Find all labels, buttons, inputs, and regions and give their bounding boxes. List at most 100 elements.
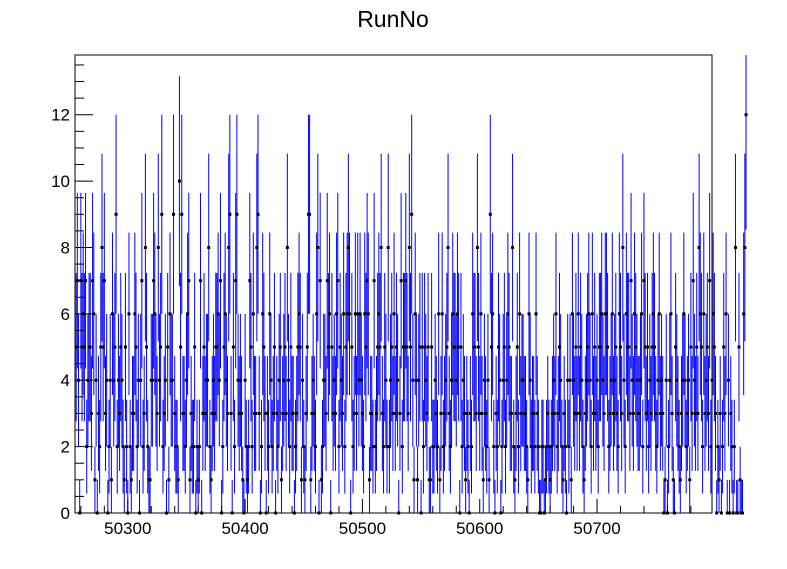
data-point (226, 411, 230, 415)
data-point (378, 345, 382, 349)
x-tick-label: 50300 (104, 519, 151, 538)
data-point (417, 378, 421, 382)
data-point (425, 411, 429, 415)
data-point (321, 445, 325, 449)
data-point (660, 378, 664, 382)
data-point (202, 345, 206, 349)
data-point (404, 279, 408, 283)
data-point (221, 445, 225, 449)
data-point (338, 345, 342, 349)
data-point (247, 445, 251, 449)
data-point (569, 478, 573, 482)
data-point (418, 345, 422, 349)
data-point (656, 378, 660, 382)
data-point (132, 411, 136, 415)
data-point (705, 345, 709, 349)
data-point (424, 378, 428, 382)
data-point (461, 378, 465, 382)
data-point (215, 345, 219, 349)
data-point (556, 411, 560, 415)
data-point (184, 378, 188, 382)
data-point (658, 411, 662, 415)
data-point (316, 245, 320, 249)
data-point (233, 445, 237, 449)
data-point (645, 345, 649, 349)
data-point (441, 445, 445, 449)
data-point (447, 411, 451, 415)
data-point (620, 411, 624, 415)
data-point (438, 478, 442, 482)
data-point (385, 445, 389, 449)
data-point (313, 445, 317, 449)
data-point (498, 378, 502, 382)
data-point (728, 511, 732, 515)
data-point (634, 345, 638, 349)
data-point (560, 445, 564, 449)
data-point (471, 312, 475, 316)
data-point (281, 411, 285, 415)
data-point (180, 212, 184, 216)
data-point (593, 345, 597, 349)
data-point (615, 411, 619, 415)
data-point (262, 345, 266, 349)
data-point (506, 312, 510, 316)
data-point (644, 411, 648, 415)
data-point (121, 445, 125, 449)
data-point (222, 345, 226, 349)
data-point (383, 345, 387, 349)
data-point (176, 478, 180, 482)
data-point (496, 345, 500, 349)
data-point (737, 345, 741, 349)
data-point (514, 411, 518, 415)
data-point (156, 245, 160, 249)
data-point (661, 411, 665, 415)
data-point (457, 345, 461, 349)
data-point (315, 312, 319, 316)
data-point (657, 312, 661, 316)
data-point (426, 345, 430, 349)
data-point (566, 378, 570, 382)
data-point (553, 411, 557, 415)
data-point (600, 312, 604, 316)
data-point (724, 312, 728, 316)
data-point (237, 411, 241, 415)
data-point (547, 445, 551, 449)
data-point (332, 378, 336, 382)
data-point (423, 345, 427, 349)
data-point (107, 445, 111, 449)
data-point (177, 179, 181, 183)
data-point (407, 245, 411, 249)
data-point (715, 511, 719, 515)
data-point (285, 245, 289, 249)
data-point (579, 345, 583, 349)
data-point (513, 478, 517, 482)
data-point (487, 478, 491, 482)
data-point (96, 411, 100, 415)
data-point (365, 279, 369, 283)
data-point (676, 411, 680, 415)
data-point (112, 378, 116, 382)
data-point (403, 345, 407, 349)
data-point (234, 279, 238, 283)
data-point (125, 445, 129, 449)
data-point (455, 312, 459, 316)
data-point (466, 445, 470, 449)
data-point (114, 212, 118, 216)
data-point (692, 378, 696, 382)
data-point (589, 445, 593, 449)
data-point (275, 411, 279, 415)
data-point (494, 411, 498, 415)
data-point (411, 378, 415, 382)
data-point (412, 478, 416, 482)
data-point (312, 411, 316, 415)
data-point (596, 445, 600, 449)
data-point (486, 378, 490, 382)
data-point (218, 279, 222, 283)
data-point (647, 445, 651, 449)
data-point (511, 245, 515, 249)
data-point (451, 312, 455, 316)
data-point (628, 411, 632, 415)
plot-frame (74, 54, 713, 514)
data-point (301, 378, 305, 382)
